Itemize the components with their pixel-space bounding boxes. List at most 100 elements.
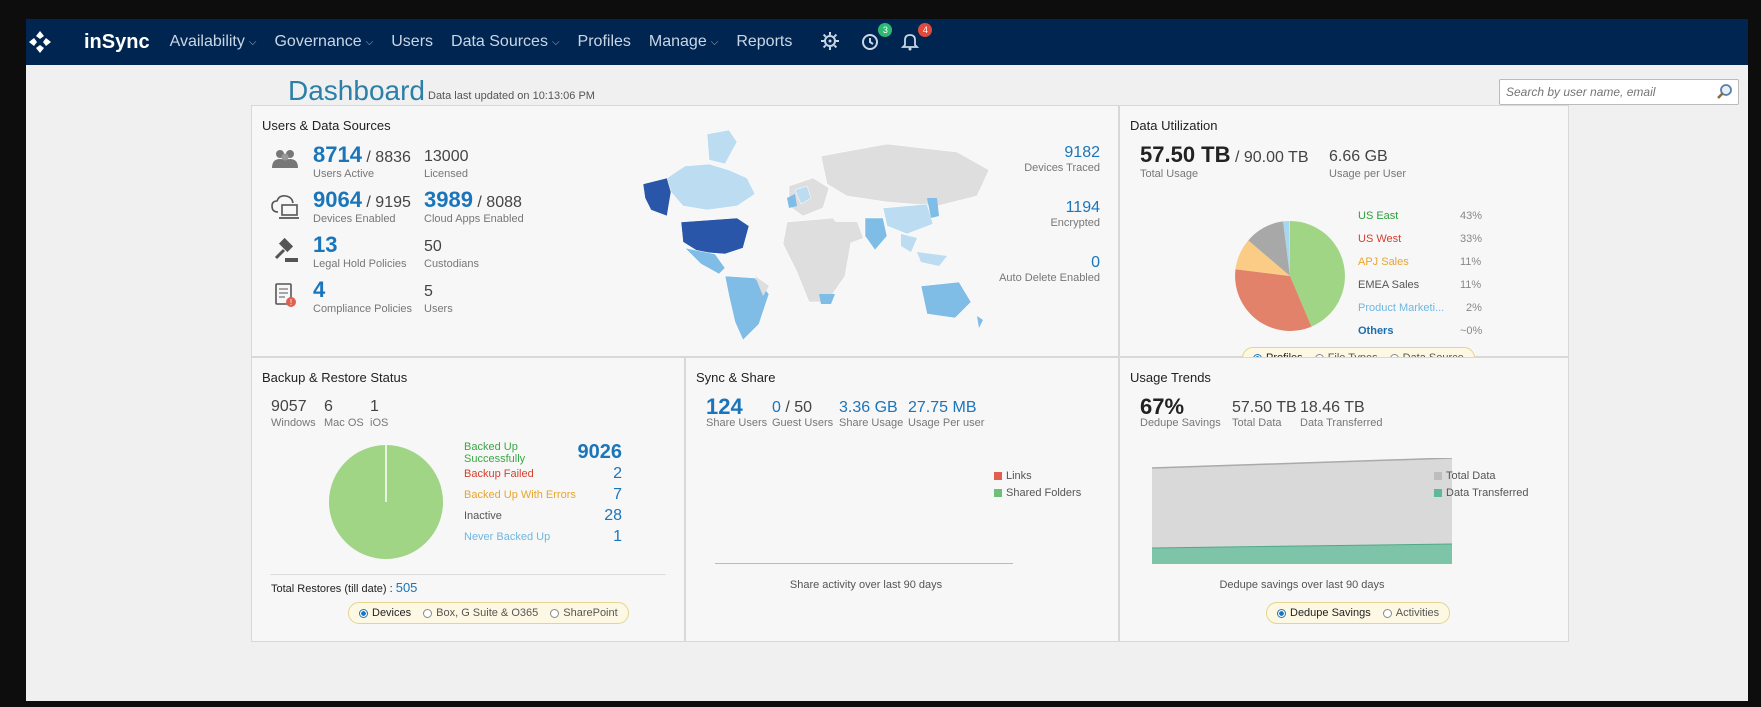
guest-users-stat[interactable]: 0 / 50	[772, 399, 812, 417]
dedupe-savings-label: Dedupe Savings	[1140, 417, 1221, 429]
legend-item-us-west[interactable]: US West	[1358, 233, 1401, 245]
area-total-data[interactable]	[1152, 458, 1452, 564]
legend-label: EMEA Sales	[1358, 279, 1420, 291]
status-label: Backup Failed	[464, 467, 534, 480]
legend-item-others[interactable]: Others	[1358, 325, 1393, 337]
radio-selected-icon	[359, 608, 368, 618]
share-usage-label: Share Usage	[839, 417, 904, 429]
settings-gear-icon[interactable]	[820, 31, 842, 53]
radio-label: Dedupe Savings	[1290, 607, 1371, 619]
area-data-transferred[interactable]	[1152, 544, 1452, 564]
pie-slice-product-marketing[interactable]	[1283, 221, 1290, 276]
cloud-device-icon	[271, 194, 301, 225]
legend-pct: 11%	[1460, 256, 1482, 268]
usage-per-user-value: 27.75 MB	[908, 399, 977, 416]
windows-label: Windows	[271, 417, 316, 429]
nav-governance[interactable]: Governance ⌵	[274, 33, 373, 51]
pie-slice-us-east[interactable]	[1290, 221, 1345, 327]
data-transferred-value: 18.46 TB	[1300, 399, 1365, 416]
radio-box-gsuite-o365[interactable]: Box, G Suite & O365	[423, 607, 538, 619]
search-input[interactable]	[1500, 80, 1705, 104]
total-restores-label: Total Restores (till date) :	[271, 583, 393, 595]
usage-per-user-value: 6.66 GB	[1329, 148, 1388, 165]
custodians-value: 50	[424, 238, 442, 255]
panel-title: Usage Trends	[1130, 370, 1211, 385]
nav-data-sources[interactable]: Data Sources ⌵	[451, 33, 560, 51]
status-row-errors[interactable]: Backed Up With Errors 7	[464, 484, 622, 505]
pie-slice-us-west[interactable]	[1235, 269, 1312, 331]
radio-unselected-icon	[550, 608, 560, 618]
status-label: Backed Up With Errors	[464, 488, 576, 501]
legal-hold-value[interactable]: 13	[313, 232, 338, 257]
legend-item-product-marketing[interactable]: Product Marketi...	[1358, 302, 1444, 314]
legend-item-total-data[interactable]: Total Data	[1434, 470, 1496, 482]
search-icon[interactable]	[1716, 83, 1734, 101]
radio-activities[interactable]: Activities	[1382, 607, 1439, 619]
pie-slice-emea-sales[interactable]	[1248, 221, 1290, 276]
status-row-failed[interactable]: Backup Failed 2	[464, 463, 622, 484]
utilization-pie-chart[interactable]	[1230, 216, 1350, 341]
legend-item-apj-sales[interactable]: APJ Sales	[1358, 256, 1409, 268]
pie-slice-apj-sales[interactable]	[1235, 240, 1291, 276]
licensed-label: Licensed	[424, 168, 469, 180]
chevron-down-icon: ⌵	[248, 36, 257, 48]
radio-devices[interactable]: Devices	[359, 607, 411, 619]
backup-status-pie-chart[interactable]	[328, 444, 444, 565]
druva-logo-icon[interactable]	[26, 28, 54, 56]
nav-manage[interactable]: Manage ⌵	[649, 33, 718, 51]
compliance-document-icon: !	[274, 283, 300, 314]
encrypted-stat[interactable]: 1194 Encrypted	[1050, 199, 1100, 229]
cloud-apps-stat[interactable]: 3989 / 8088	[424, 187, 522, 213]
usage-per-user-label: Usage Per user	[908, 417, 985, 429]
ios-label: iOS	[370, 417, 389, 429]
legend-label: Product Marketi...	[1358, 302, 1445, 314]
dedupe-area-chart[interactable]	[1151, 457, 1454, 575]
cloud-apps-label: Cloud Apps Enabled	[424, 213, 524, 225]
guest-users-value: 0	[772, 399, 781, 416]
legend-swatch	[1434, 472, 1442, 481]
trends-view-toggle: Dedupe Savings Activities	[1266, 602, 1451, 624]
legend-item-shared-folders[interactable]: Shared Folders	[994, 487, 1081, 499]
chart-caption: Dedupe savings over last 90 days	[1219, 579, 1385, 591]
status-row-backed-up[interactable]: Backed Up Successfully 9026	[464, 441, 622, 465]
notification-badge: 4	[918, 23, 933, 37]
status-label: Inactive	[464, 509, 502, 522]
status-value: 7	[613, 485, 622, 503]
data-transferred-label: Data Transferred	[1300, 417, 1383, 429]
guest-users-label: Guest Users	[772, 417, 834, 429]
nav-users[interactable]: Users	[391, 33, 433, 51]
radio-dedupe-savings[interactable]: Dedupe Savings	[1277, 607, 1371, 619]
legend-label: Total Data	[1446, 470, 1496, 482]
nav-availability[interactable]: Availability ⌵	[170, 33, 257, 51]
world-map[interactable]	[637, 126, 1007, 351]
users-active-label: Users Active	[313, 168, 375, 180]
auto-delete-stat[interactable]: 0 Auto Delete Enabled	[999, 254, 1100, 284]
status-row-inactive[interactable]: Inactive 28	[464, 505, 622, 526]
status-row-never[interactable]: Never Backed Up 1	[464, 526, 622, 547]
user-search-box[interactable]	[1499, 79, 1739, 105]
nav-reports[interactable]: Reports	[736, 33, 792, 51]
devices-enabled-stat[interactable]: 9064 / 9195	[313, 187, 411, 213]
total-capacity-value: / 90.00 TB	[1234, 149, 1309, 166]
legend-item-data-transferred[interactable]: Data Transferred	[1434, 487, 1529, 499]
nav-profiles[interactable]: Profiles	[578, 33, 631, 51]
notification-bell-icon[interactable]: 4	[900, 23, 933, 53]
radio-sharepoint[interactable]: SharePoint	[550, 607, 618, 619]
compliance-users-value: 5	[424, 283, 433, 300]
usage-trends-panel: Usage Trends 67% Dedupe Savings 57.50 TB…	[1119, 357, 1569, 642]
licensed-value: 13000	[424, 148, 469, 165]
panel-title: Data Utilization	[1130, 118, 1218, 133]
devices-traced-stat[interactable]: 9182 Devices Traced	[1024, 144, 1100, 174]
custodians-label: Custodians	[424, 258, 480, 270]
legend-item-links[interactable]: Links	[994, 470, 1032, 482]
brand-name[interactable]: inSync	[84, 30, 150, 53]
total-restores-value[interactable]: 505	[395, 580, 418, 595]
compliance-value[interactable]: 4	[313, 277, 326, 302]
users-active-stat[interactable]: 8714 / 8836	[313, 142, 411, 168]
legend-item-emea-sales[interactable]: EMEA Sales	[1358, 279, 1419, 291]
activity-clock-icon[interactable]: 3	[860, 23, 893, 53]
chevron-down-icon: ⌵	[710, 36, 719, 48]
legend-item-us-east[interactable]: US East	[1358, 210, 1398, 222]
total-usage-label: Total Usage	[1140, 168, 1199, 180]
share-users-value[interactable]: 124	[706, 394, 743, 419]
